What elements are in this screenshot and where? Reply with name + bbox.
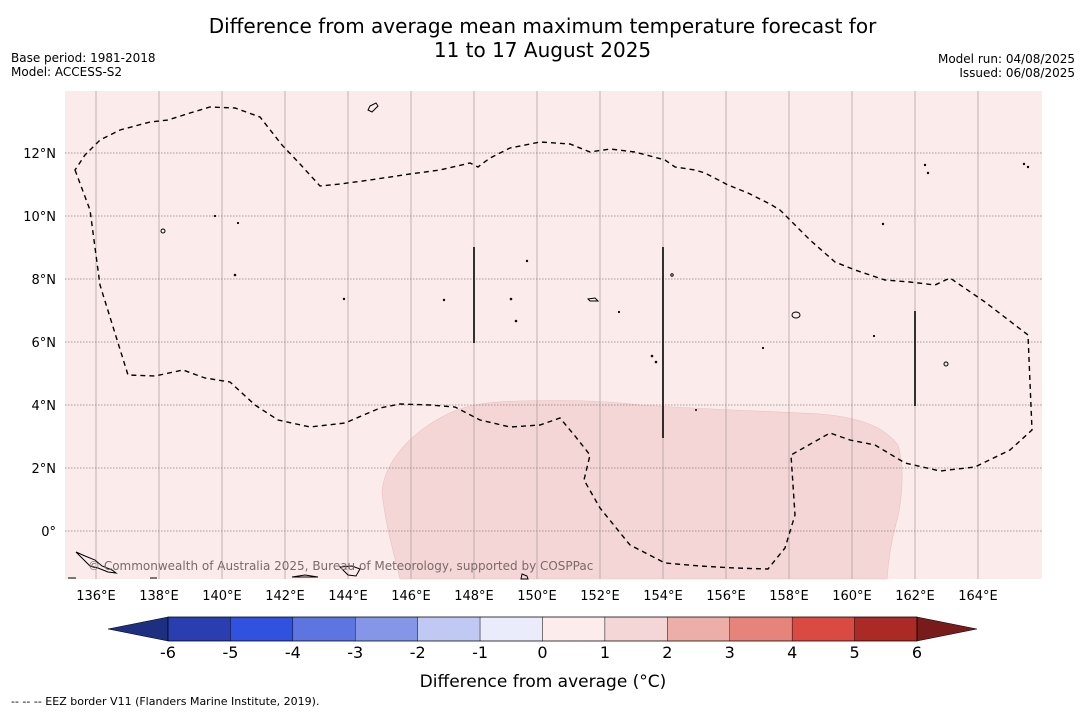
colorbar-segment	[667, 616, 730, 642]
y-tick-12n: 12°N	[23, 147, 56, 162]
colorbar-tick-label: 2	[662, 643, 672, 662]
base-period: Base period: 1981-2018	[11, 51, 156, 65]
colorbar-segment	[791, 616, 855, 642]
colorbar-tick-label: -3	[347, 643, 363, 662]
colorbar-segment	[479, 616, 543, 642]
x-tick-154: 154°E	[643, 589, 683, 604]
issued-date: Issued: 06/08/2025	[959, 66, 1075, 80]
colorbar-tick-label: -4	[285, 643, 301, 662]
meta-left: Base period: 1981-2018 Model: ACCESS-S2	[11, 51, 156, 79]
eez-meridian-segments	[473, 247, 916, 438]
colorbar-label: Difference from average (°C)	[420, 672, 667, 692]
x-tick-160: 160°E	[832, 589, 872, 604]
meta-right: Model run: 04/08/2025 Issued: 06/08/2025	[938, 52, 1075, 80]
x-tick-138: 138°E	[139, 589, 179, 604]
x-tick-136: 136°E	[76, 589, 116, 604]
title-line-2: 11 to 17 August 2025	[433, 38, 652, 62]
colorbar-segment	[417, 616, 481, 642]
colorbar-segments	[167, 616, 918, 642]
x-axis-labels: 136°E 138°E 140°E 142°E 144°E 146°E 148°…	[76, 589, 998, 604]
y-tick-2n: 2°N	[32, 462, 57, 477]
x-tick-150: 150°E	[517, 589, 557, 604]
colorbar-tick-label: -1	[472, 643, 488, 662]
x-tick-164: 164°E	[958, 589, 998, 604]
colorbar-ticks: -6 -5 -4 -3 -2 -1 0 1 2 3 4 5 6	[160, 643, 922, 662]
colorbar-segment	[355, 616, 418, 642]
colorbar-tick-label: 5	[849, 643, 859, 662]
x-tick-156: 156°E	[706, 589, 746, 604]
y-axis-labels: 12°N 10°N 8°N 6°N 4°N 2°N 0°	[23, 147, 56, 540]
colorbar-segment	[230, 616, 294, 642]
x-tick-144: 144°E	[328, 589, 368, 604]
colorbar-segment	[542, 616, 606, 642]
y-tick-6n: 6°N	[32, 336, 57, 351]
colorbar: -6 -5 -4 -3 -2 -1 0 1 2 3 4 5 6 Difference from aver…	[107, 616, 978, 692]
title-line-1: Difference from average mean maximum tem…	[208, 14, 877, 38]
colorbar-tick-label: 3	[725, 643, 735, 662]
y-tick-8n: 8°N	[32, 273, 57, 288]
longitude-gridlines	[95, 91, 979, 579]
x-tick-142: 142°E	[265, 589, 305, 604]
y-tick-10n: 10°N	[23, 210, 56, 225]
y-tick-4n: 4°N	[32, 399, 57, 414]
colorbar-segment	[292, 616, 356, 642]
colorbar-segment	[604, 616, 668, 642]
colorbar-tick-label: 0	[537, 643, 547, 662]
colorbar-tick-label: 1	[600, 643, 610, 662]
x-tick-148: 148°E	[454, 589, 494, 604]
colorbar-segment	[167, 616, 231, 642]
colorbar-tick-label: -6	[160, 643, 176, 662]
colorbar-high-extend	[916, 616, 978, 642]
x-tick-146: 146°E	[391, 589, 431, 604]
eez-legend-note: -- -- -- EEZ border V11 (Flanders Marine…	[11, 695, 320, 708]
model-run: Model run: 04/08/2025	[937, 52, 1075, 66]
colorbar-tick-label: -2	[410, 643, 426, 662]
colorbar-segment	[854, 616, 918, 642]
y-tick-0: 0°	[41, 525, 56, 540]
model-name: Model: ACCESS-S2	[11, 65, 123, 79]
colorbar-segment	[729, 616, 793, 642]
colorbar-tick-label: 6	[912, 643, 922, 662]
islands	[68, 102, 1030, 580]
x-tick-140: 140°E	[202, 589, 242, 604]
colorbar-low-extend	[107, 616, 169, 642]
latitude-gridlines	[65, 152, 1042, 532]
colorbar-tick-label: -5	[222, 643, 238, 662]
x-tick-162: 162°E	[895, 589, 935, 604]
anomaly-region-1-to-2	[381, 400, 903, 580]
colorbar-tick-label: 4	[787, 643, 797, 662]
eez-border	[74, 106, 1033, 570]
x-tick-152: 152°E	[580, 589, 620, 604]
copyright-watermark: © Commonwealth of Australia 2025, Bureau…	[88, 559, 593, 573]
map-title: Difference from average mean maximum tem…	[0, 14, 1085, 62]
x-tick-158: 158°E	[769, 589, 809, 604]
colorbar-outline	[167, 616, 918, 642]
